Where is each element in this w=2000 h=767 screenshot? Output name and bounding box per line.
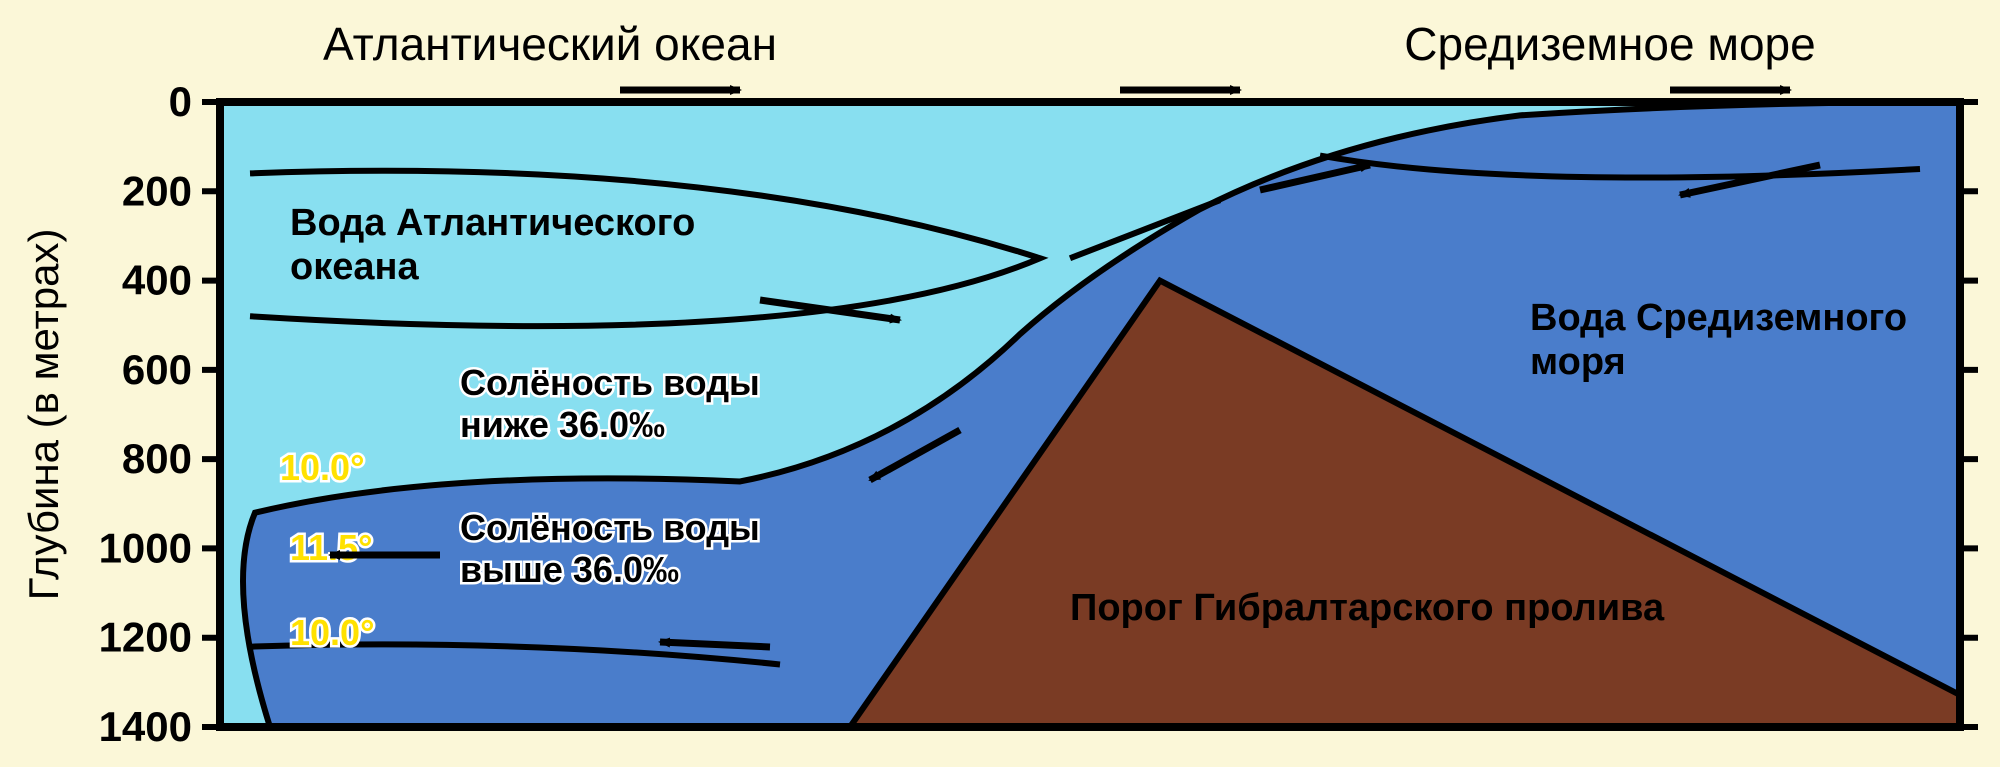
ytick-label: 1400	[99, 703, 192, 750]
region-label: Средиземное море	[1404, 18, 1815, 70]
temperature-label: 11.5°	[290, 527, 372, 568]
water-label: Вода Атлантического	[290, 202, 695, 244]
region-label: Атлантический океан	[323, 18, 777, 70]
temperature-label: 10.0°	[280, 447, 364, 488]
ytick-label: 400	[122, 257, 192, 304]
ytick-label: 1000	[99, 524, 192, 571]
salinity-label: ниже 36.0‰	[460, 404, 665, 445]
ytick-label: 800	[122, 435, 192, 482]
salinity-label: Солёность воды	[460, 507, 760, 548]
water-label: моря	[1530, 341, 1626, 383]
ytick-label: 200	[122, 167, 192, 214]
temperature-label: 10.0°	[290, 612, 374, 653]
water-label: океана	[290, 246, 419, 288]
ytick-label: 600	[122, 346, 192, 393]
salinity-label: Солёность воды	[460, 362, 760, 403]
sill-label: Порог Гибралтарского пролива	[1070, 587, 1665, 629]
ytick-label: 1200	[99, 614, 192, 661]
ytick-label: 0	[169, 78, 192, 125]
y-axis-title: Глубина (в метрах)	[20, 229, 67, 601]
salinity-label: выше 36.0‰	[460, 549, 679, 590]
water-label: Вода Средиземного	[1530, 297, 1907, 339]
flow-arrow-icon	[660, 642, 770, 647]
